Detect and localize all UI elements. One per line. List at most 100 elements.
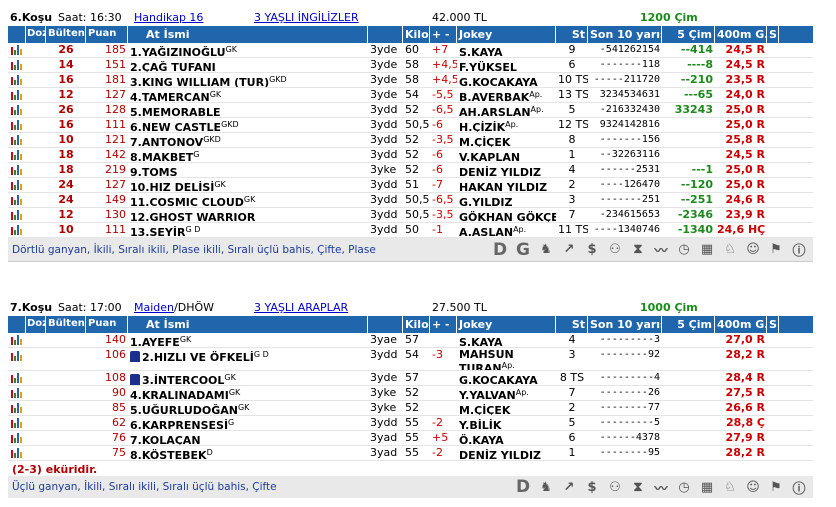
- hourglass-icon[interactable]: ⧗: [633, 479, 643, 495]
- jockey-name[interactable]: HAKAN YILDIZ: [459, 181, 548, 192]
- stats-chart-icon[interactable]: [10, 403, 22, 413]
- jockey-name[interactable]: V.KAPLAN: [459, 151, 521, 162]
- stats-chart-icon[interactable]: [10, 195, 22, 205]
- jockey-name[interactable]: GÖKHAN GÖKÇE: [459, 211, 556, 222]
- jockey-name[interactable]: B.AVERBAK: [459, 91, 530, 102]
- stats-chart-icon[interactable]: [10, 448, 22, 458]
- horse-name[interactable]: 11.COSMIC CLOUDGK: [128, 193, 368, 207]
- hourglass-icon[interactable]: ⧗: [633, 242, 643, 257]
- stats-cell[interactable]: [8, 58, 26, 72]
- col-5cim[interactable]: 5 Çim: [662, 316, 715, 333]
- stats-chart-icon[interactable]: [10, 351, 22, 361]
- horse-name[interactable]: 2.HIZLI VE ÖFKELİG D: [128, 348, 368, 370]
- stats-cell[interactable]: [8, 163, 26, 177]
- binoculars-icon[interactable]: ⚇: [609, 479, 621, 495]
- stats-chart-icon[interactable]: [10, 150, 22, 160]
- horse-name[interactable]: 5.MEMORABLE: [128, 103, 368, 117]
- stats-chart-icon[interactable]: [10, 388, 22, 398]
- jockey-name[interactable]: DENİZ YILDIZ: [459, 449, 542, 460]
- stats-chart-icon[interactable]: [10, 75, 22, 85]
- horse-head-icon[interactable]: ♘: [724, 242, 736, 257]
- stats-cell[interactable]: [8, 386, 26, 400]
- horse-name-text[interactable]: 3.KING WILLIAM (TUR): [130, 76, 270, 87]
- jockey-cell[interactable]: DENİZ YILDIZ: [457, 446, 556, 460]
- jockey-cell[interactable]: DENİZ YILDIZ: [457, 163, 556, 177]
- col-bulten[interactable]: Bülten: [46, 316, 86, 333]
- stats-chart-icon[interactable]: [10, 335, 22, 345]
- stats-cell[interactable]: [8, 88, 26, 102]
- stats-cell[interactable]: [8, 193, 26, 207]
- jockey-name[interactable]: A.ASLAN: [459, 226, 514, 237]
- stats-chart-icon[interactable]: [10, 433, 22, 443]
- info-icon[interactable]: ⓘ: [792, 244, 806, 259]
- trend-icon[interactable]: ↗: [563, 242, 575, 257]
- jockey-name[interactable]: MAHSUN TURAN: [459, 348, 514, 370]
- col-kilo[interactable]: Kilo: [405, 26, 430, 43]
- horse-name-text[interactable]: 6.NEW CASTLE: [130, 121, 222, 132]
- horse-name[interactable]: 7.KOLAÇAN: [128, 431, 368, 445]
- horse-head-icon[interactable]: ♘: [724, 479, 736, 495]
- stopwatch-icon[interactable]: ◷: [678, 479, 690, 495]
- col-kilo[interactable]: Kilo: [405, 316, 430, 333]
- jockey-cell[interactable]: HAKAN YILDIZ: [457, 178, 556, 192]
- horse-name-text[interactable]: 2.ÇAĞ TUFANI: [130, 61, 216, 72]
- col-st[interactable]: St: [556, 316, 588, 333]
- jockey-name[interactable]: G.YILDIZ: [459, 196, 513, 207]
- horse-name[interactable]: 3.İNTERCOOLGK: [128, 371, 368, 385]
- binoculars-icon[interactable]: ⚇: [609, 242, 621, 257]
- horse-name-text[interactable]: 5.MEMORABLE: [130, 106, 221, 117]
- stats-chart-icon[interactable]: [10, 180, 22, 190]
- jockey-cell[interactable]: Y.BİLİK: [457, 416, 556, 430]
- horse-name[interactable]: 12.GHOST WARRIOR: [128, 208, 368, 222]
- horse-name-text[interactable]: 13.SEYİR: [130, 226, 186, 237]
- jockey-cell[interactable]: M.ÇİÇEK: [457, 401, 556, 415]
- jockey-name[interactable]: Y.BİLİK: [459, 419, 502, 430]
- col-5cim[interactable]: 5 Çim: [662, 26, 715, 43]
- jockey-cell[interactable]: MAHSUN TURANAp.: [457, 348, 556, 370]
- horse-name[interactable]: 7.ANTONOVGKD: [128, 133, 368, 147]
- stats-chart-icon[interactable]: [10, 105, 22, 115]
- people-icon[interactable]: ☺: [746, 242, 760, 257]
- jockey-cell[interactable]: Y.YALVANAp.: [457, 386, 556, 400]
- calculator-icon[interactable]: ▦: [700, 479, 714, 495]
- horse-name-text[interactable]: 10.HIZ DELİSİ: [130, 181, 215, 192]
- line-chart-icon[interactable]: 〰: [654, 481, 668, 497]
- horse-name[interactable]: 4.KRALINADAMIGK: [128, 386, 368, 400]
- stats-cell[interactable]: [8, 223, 26, 237]
- horse-name[interactable]: 6.KARPRENSESİG: [128, 416, 368, 430]
- horse-name-text[interactable]: 5.UĞURLUDOĞAN: [130, 404, 238, 415]
- jockey-name[interactable]: DENİZ YILDIZ: [459, 166, 542, 177]
- col-st[interactable]: St: [556, 26, 588, 43]
- col-bulten[interactable]: Bülten: [46, 26, 86, 43]
- stats-cell[interactable]: [8, 348, 26, 370]
- horse-icon[interactable]: ♞: [540, 479, 552, 495]
- jockey-cell[interactable]: Ö.KAYA: [457, 431, 556, 445]
- col-plusminus[interactable]: + -: [430, 26, 457, 43]
- horse-name[interactable]: 4.TAMERCANGK: [128, 88, 368, 102]
- col-plusminus[interactable]: + -: [430, 316, 457, 333]
- line-chart-icon[interactable]: 〰: [654, 244, 668, 259]
- stats-cell[interactable]: [8, 446, 26, 460]
- stats-cell[interactable]: [8, 148, 26, 162]
- filter-g-icon[interactable]: G: [516, 239, 530, 260]
- stats-cell[interactable]: [8, 431, 26, 445]
- race-group-link[interactable]: 3 YAŞLI İNGİLİZLER: [254, 11, 359, 24]
- stats-cell[interactable]: [8, 416, 26, 430]
- horse-name[interactable]: 3.KING WILLIAM (TUR)GKD: [128, 73, 368, 87]
- jockey-cell[interactable]: S.KAYA: [457, 333, 556, 347]
- stats-cell[interactable]: [8, 118, 26, 132]
- stats-cell[interactable]: [8, 43, 26, 57]
- jockey-name[interactable]: H.ÇİZİK: [459, 121, 506, 132]
- col-at-ismi[interactable]: At İsmi: [128, 26, 368, 43]
- horse-name-text[interactable]: 2.HIZLI VE ÖFKELİ: [142, 351, 254, 364]
- stats-chart-icon[interactable]: [10, 373, 22, 383]
- stats-chart-icon[interactable]: [10, 135, 22, 145]
- jockey-cell[interactable]: G.KOCAKAYA: [457, 371, 556, 385]
- col-at-ismi[interactable]: At İsmi: [128, 316, 368, 333]
- horse-name[interactable]: 2.ÇAĞ TUFANI: [128, 58, 368, 72]
- horse-name-text[interactable]: 1.YAĞIZINOĞLU: [130, 46, 226, 57]
- filter-d-icon[interactable]: D: [492, 239, 508, 260]
- horse-name-text[interactable]: 8.KÖSTEBEK: [130, 449, 207, 460]
- stats-cell[interactable]: [8, 103, 26, 117]
- jockey-name[interactable]: G.KOCAKAYA: [459, 76, 538, 87]
